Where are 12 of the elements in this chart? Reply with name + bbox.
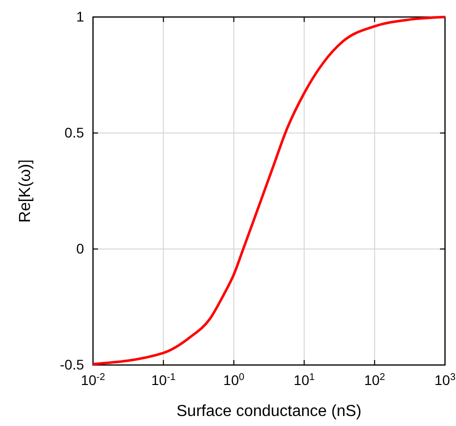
x-tick-label: 10$^{2}$ [364, 371, 386, 388]
x-tick-label: 10$^{1}$ [294, 371, 315, 388]
y-axis-title: Re[K(ω)] [17, 159, 34, 223]
y-tick-label: 0 [76, 240, 84, 256]
y-tick-label: -0.5 [60, 356, 84, 372]
x-tick-label: 10$^{3}$ [434, 371, 456, 388]
y-tick-label: 1 [76, 8, 84, 24]
x-axis-title: Surface conductance (nS) [176, 403, 362, 420]
x-tick-label: 10$^{-1}$ [151, 371, 176, 388]
y-tick-label: 0.5 [64, 124, 84, 140]
x-tick-label: 10$^{-2}$ [80, 371, 106, 388]
x-tick-label: 10$^{0}$ [223, 371, 245, 388]
